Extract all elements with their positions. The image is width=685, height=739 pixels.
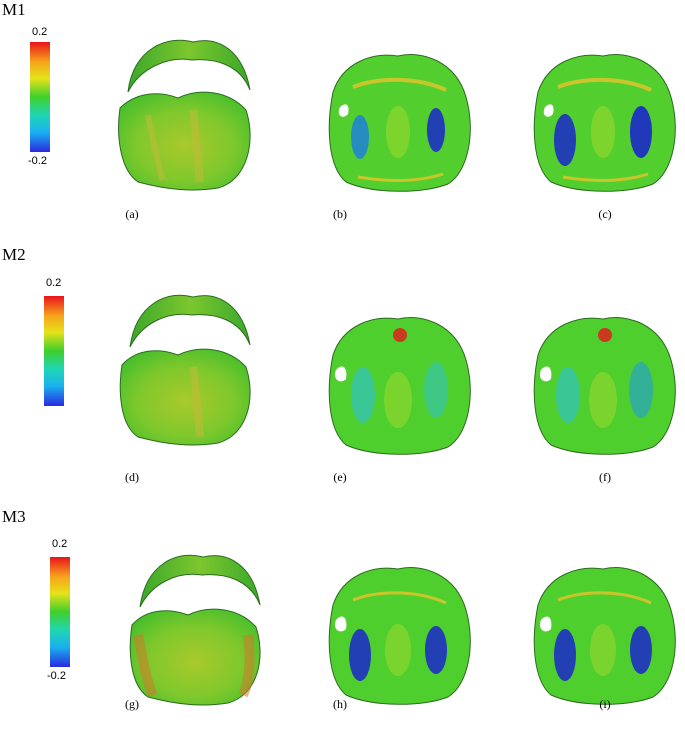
panel-caption: (f): [599, 470, 611, 484]
colorbar-min-label: -0.2: [28, 155, 47, 167]
mesh-arch-panel: [119, 294, 251, 446]
panel-caption: (g): [125, 697, 139, 711]
row-label-m1: M1: [2, 0, 26, 19]
panel-caption: (h): [333, 697, 347, 711]
panel-caption: (b): [333, 207, 347, 221]
mesh-palate-panel: [533, 567, 676, 705]
row-label-m3: M3: [2, 507, 26, 526]
colorbar-max-label: 0.2: [52, 538, 68, 550]
panel-caption: (d): [125, 470, 139, 484]
mesh-palate-panel: [328, 317, 471, 455]
row-label-m2: M2: [2, 245, 26, 264]
colorbar-max-label: 0.2: [46, 277, 62, 289]
colorbar: [44, 296, 64, 406]
panel-caption: (a): [125, 207, 139, 221]
mesh-arch-panel: [129, 554, 261, 706]
mesh-palate-panel: [328, 54, 471, 192]
mesh-palate-panel: [533, 317, 676, 455]
colorbar-max-label: 0.2: [32, 26, 48, 38]
mesh-palate-panel: [533, 54, 676, 192]
panel-caption: (e): [333, 470, 347, 484]
colorbar-min-label: -0.2: [47, 670, 66, 682]
mesh-palate-panel: [328, 567, 471, 705]
panel-caption: (c): [598, 207, 612, 221]
colorbar: [50, 557, 70, 667]
panel-caption: (i): [599, 697, 611, 711]
mesh-arch-panel: [118, 39, 251, 191]
colorbar: [30, 42, 50, 152]
